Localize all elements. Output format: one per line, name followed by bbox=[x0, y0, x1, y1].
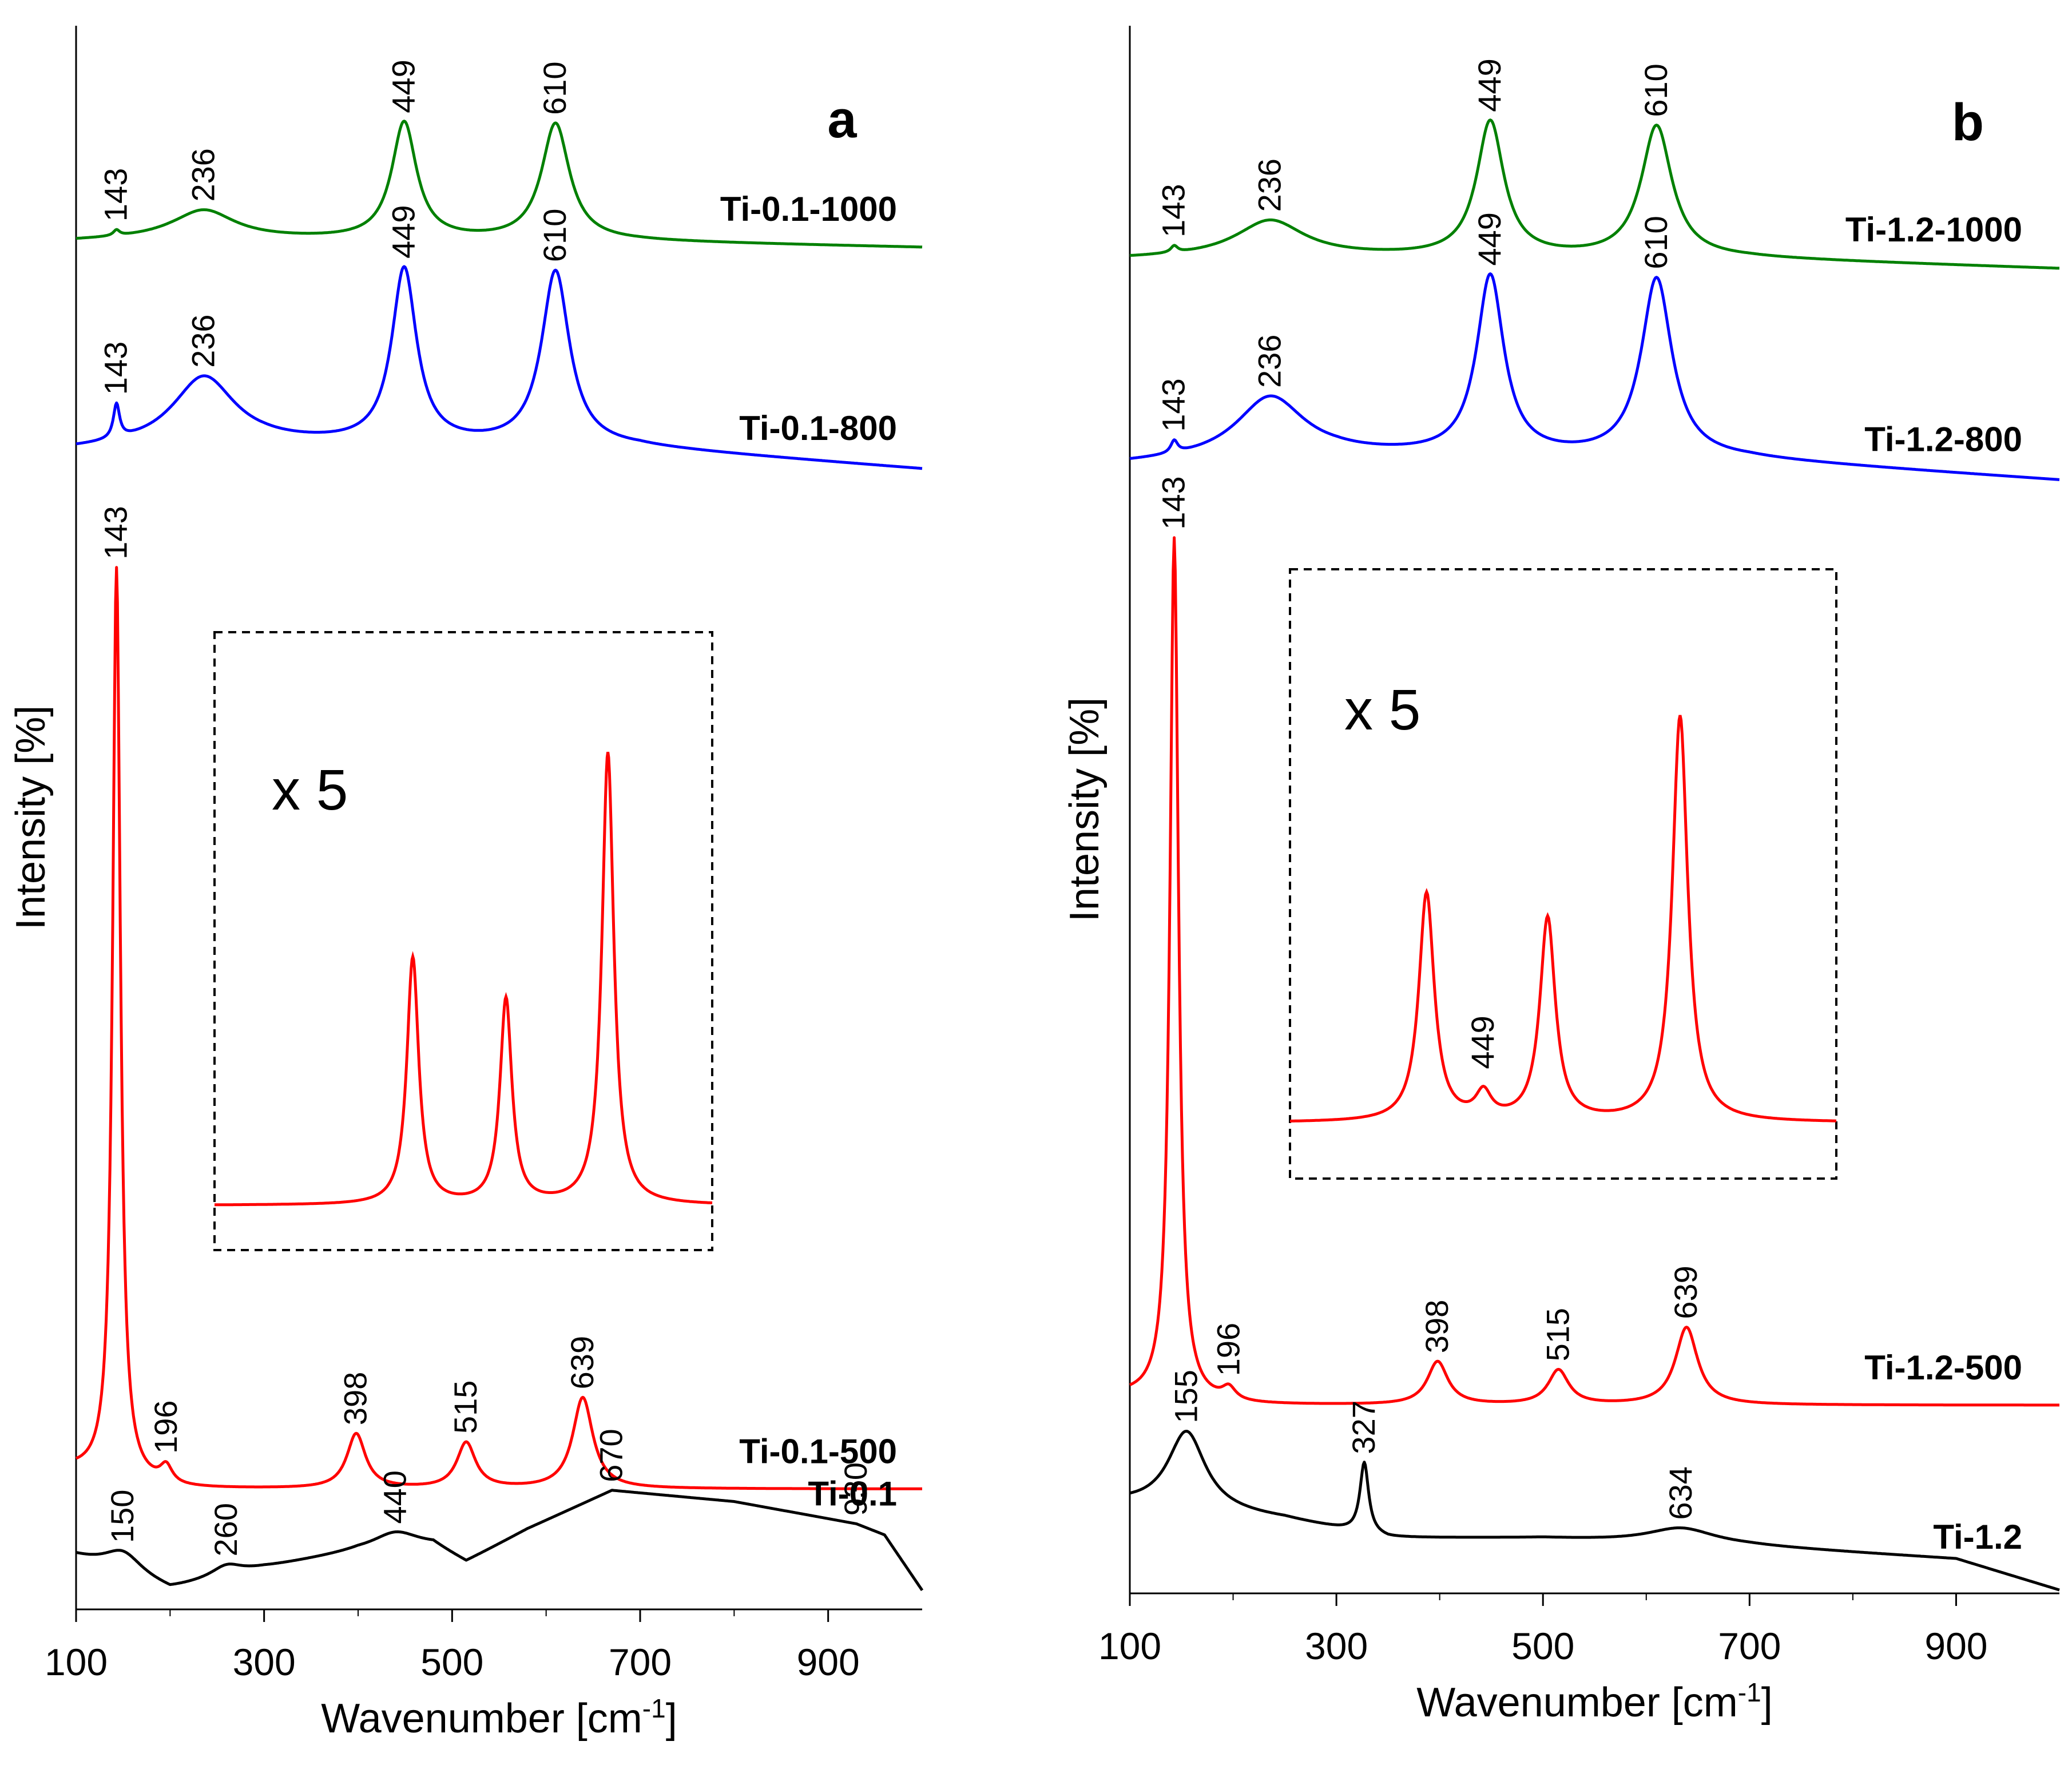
series-label: Ti-1.2-500 bbox=[1864, 1348, 2022, 1387]
peak-label: 155 bbox=[1168, 1370, 1204, 1423]
inset-frame bbox=[1289, 568, 1837, 1180]
peak-label: 150 bbox=[104, 1490, 140, 1543]
series-label: Ti-1.2-800 bbox=[1864, 421, 2022, 459]
peak-label: 143 bbox=[98, 168, 134, 221]
series-label: Ti-0.1-1000 bbox=[720, 190, 897, 228]
x-axis-title: Wavenumber [cm-1] bbox=[321, 1693, 677, 1742]
x-tick-label: 500 bbox=[1511, 1625, 1574, 1667]
peak-label: 260 bbox=[208, 1503, 244, 1556]
panel-letter: a bbox=[827, 90, 857, 149]
series-line bbox=[76, 1489, 924, 1592]
series-line bbox=[76, 120, 923, 249]
x-tick-label: 100 bbox=[1098, 1625, 1161, 1667]
peak-label: 670 bbox=[593, 1429, 629, 1482]
peak-label: 639 bbox=[1668, 1266, 1704, 1319]
peak-label: 143 bbox=[98, 342, 134, 395]
peak-label: 143 bbox=[1156, 184, 1192, 237]
peak-label: 639 bbox=[564, 1336, 600, 1389]
magnification-label: x 5 bbox=[1344, 678, 1420, 742]
series-label: Ti-0.1-800 bbox=[739, 409, 897, 447]
series-label: Ti-0.1 bbox=[808, 1474, 897, 1513]
x-axis-title: Wavenumber [cm-1] bbox=[1416, 1677, 1772, 1726]
inset-peak-label: 449 bbox=[1464, 1016, 1501, 1069]
peak-label: 610 bbox=[1638, 64, 1674, 117]
y-axis-title: Intensity [%] bbox=[1062, 697, 1108, 922]
peak-label: 610 bbox=[1638, 216, 1674, 269]
peak-label: 515 bbox=[1539, 1308, 1575, 1361]
peak-label: 610 bbox=[537, 61, 573, 114]
series-label: Ti-0.1-500 bbox=[739, 1433, 897, 1471]
inset-line bbox=[215, 752, 713, 1207]
inset-line bbox=[1290, 715, 1836, 1123]
series-label: Ti-1.2-1000 bbox=[1845, 211, 2022, 249]
peak-label: 610 bbox=[537, 209, 573, 262]
x-tick-label: 300 bbox=[233, 1641, 296, 1683]
series-line bbox=[76, 265, 923, 470]
y-axis-title: Intensity [%] bbox=[8, 705, 54, 930]
x-tick-label: 300 bbox=[1305, 1625, 1368, 1667]
peak-label: 449 bbox=[386, 205, 422, 258]
series-line bbox=[1129, 1430, 2060, 1592]
peak-label: 398 bbox=[1419, 1300, 1455, 1353]
series-line bbox=[75, 566, 923, 1490]
peak-label: 440 bbox=[377, 1470, 413, 1524]
series-label: Ti-1.2 bbox=[1933, 1518, 2022, 1556]
peak-label: 236 bbox=[185, 314, 221, 367]
peak-label: 196 bbox=[1210, 1323, 1246, 1376]
peak-label: 398 bbox=[338, 1372, 374, 1425]
panel-b: 100 300 500 700 900 Wavenumber [cm-1] Intensit… bbox=[1062, 26, 2060, 1726]
peak-label: 515 bbox=[447, 1381, 483, 1434]
peak-label: 930 bbox=[837, 1462, 874, 1516]
series-line bbox=[1129, 536, 2060, 1407]
peak-label: 449 bbox=[1471, 212, 1507, 265]
peak-label: 196 bbox=[148, 1400, 184, 1453]
peak-label: 449 bbox=[386, 60, 422, 113]
peak-label: 327 bbox=[1345, 1401, 1382, 1454]
panel-a: 100 300 500 700 900 Wavenumber [cm-1] Intensit… bbox=[8, 26, 924, 1742]
x-tick-label: 700 bbox=[1718, 1625, 1781, 1667]
x-tick-label: 700 bbox=[609, 1641, 672, 1683]
peak-label: 143 bbox=[1156, 378, 1192, 431]
x-tick-label: 900 bbox=[797, 1641, 860, 1683]
magnification-label: x 5 bbox=[272, 758, 348, 822]
peak-label: 449 bbox=[1471, 58, 1507, 112]
series-line bbox=[1129, 272, 2060, 481]
peak-label: 236 bbox=[1252, 158, 1288, 212]
peak-label: 236 bbox=[1252, 335, 1288, 388]
x-tick-label: 500 bbox=[420, 1641, 483, 1683]
peak-label: 143 bbox=[98, 506, 134, 559]
series-line bbox=[1129, 118, 2060, 270]
inset-frame bbox=[213, 631, 713, 1251]
x-tick-label: 100 bbox=[45, 1641, 108, 1683]
peak-label: 634 bbox=[1662, 1466, 1698, 1520]
panel-letter: b bbox=[1952, 93, 1984, 152]
x-tick-label: 900 bbox=[1924, 1625, 1987, 1667]
peak-label: 236 bbox=[185, 148, 221, 201]
peak-label: 143 bbox=[1156, 476, 1192, 529]
